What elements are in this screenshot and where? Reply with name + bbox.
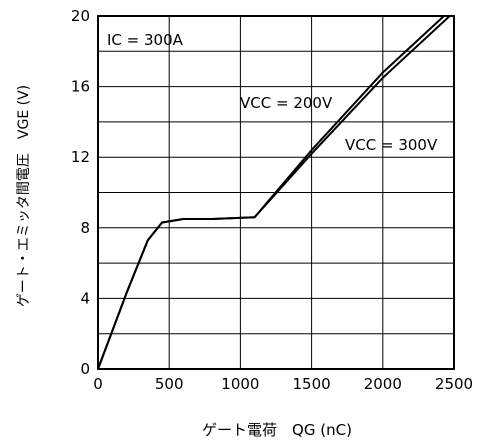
x-tick-label: 1500: [293, 375, 331, 393]
condition-label: IC = 300A: [107, 31, 184, 49]
data-curves: [97, 15, 451, 370]
series-label-vcc-300: VCC = 300V: [345, 136, 438, 154]
x-tick-label: 0: [93, 375, 103, 393]
x-tick-label: 500: [155, 375, 184, 393]
y-tick-label: 20: [71, 7, 90, 25]
y-tick-label: 4: [80, 289, 90, 307]
y-axis-title: ゲート・エミッタ間電圧 VGE (V): [16, 85, 32, 307]
y-tick-label: 8: [80, 219, 90, 237]
series-line-vcc-300v: [97, 15, 445, 370]
series-label-vcc-200: VCC = 200V: [240, 94, 333, 112]
x-tick-label: 2500: [435, 375, 473, 393]
tick-labels: 0 500 1000 1500 2000 2500 0 4 8 12 16 20: [71, 7, 473, 393]
grid-lines: [98, 16, 454, 369]
x-tick-label: 1000: [221, 375, 259, 393]
y-tick-label: 12: [71, 148, 90, 166]
x-tick-label: 2000: [364, 375, 402, 393]
x-axis-title: ゲート電荷 QG (nC): [202, 421, 352, 439]
plot-frame: [97, 15, 455, 370]
y-tick-label: 16: [71, 78, 90, 96]
y-tick-label: 0: [80, 360, 90, 378]
